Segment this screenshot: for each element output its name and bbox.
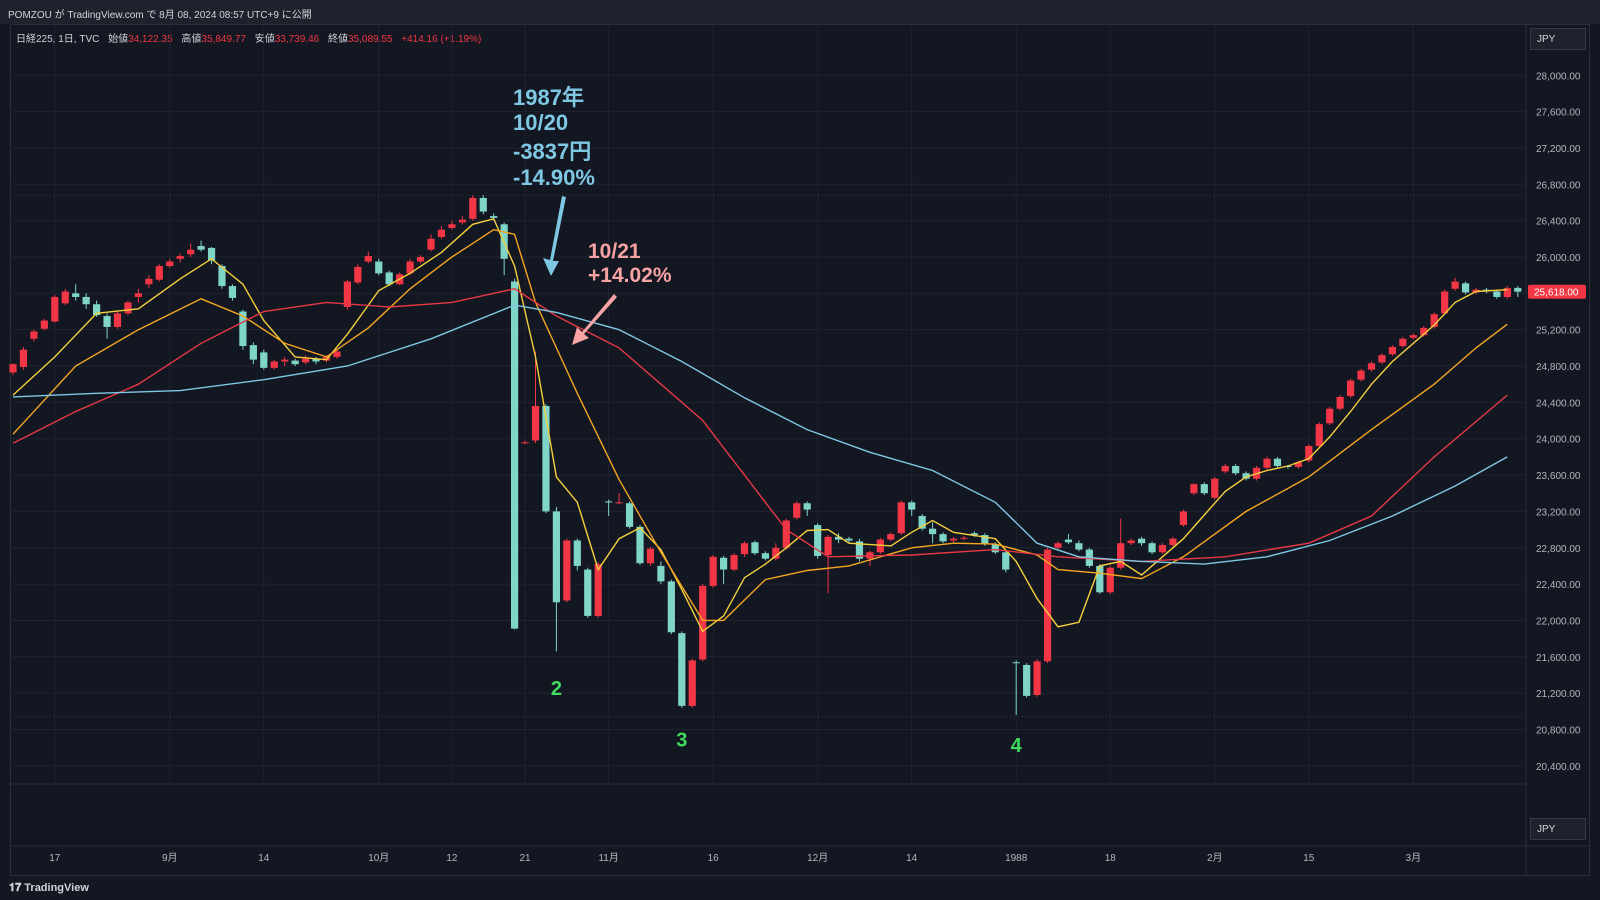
tradingview-logo-text: TradingView: [24, 882, 89, 894]
high-value: 35,849.77: [201, 34, 246, 45]
change-value: +414.16 (+1.19%): [401, 34, 482, 45]
close-label: 終値: [327, 34, 348, 45]
symbol-legend: 日経225, 1日, TVC 始値34,122.35 高値35,849.77 安…: [16, 30, 481, 45]
tradingview-logo[interactable]: 𝟏𝟕 TradingView: [9, 882, 89, 895]
low-value: 33,739.46: [274, 34, 320, 45]
low-label: 安値: [254, 34, 275, 45]
symbol-name[interactable]: 日経225, 1日, TVC: [16, 34, 100, 45]
open-label: 始値: [108, 34, 129, 45]
high-label: 高値: [181, 34, 202, 45]
open-value: 34,122.35: [128, 34, 173, 45]
close-value: 35,089.55: [347, 34, 393, 45]
chart-frame: [10, 24, 1590, 876]
footer: 𝟏𝟕 TradingView: [0, 876, 1600, 900]
currency-button-bottom[interactable]: JPY: [1530, 818, 1586, 840]
publish-line: POMZOU が TradingView.com で 8月 08, 2024 0…: [8, 10, 312, 21]
tradingview-logo-icon: 𝟏𝟕: [9, 882, 22, 894]
publish-bar: POMZOU が TradingView.com で 8月 08, 2024 0…: [0, 0, 1600, 24]
currency-button-top[interactable]: JPY: [1530, 28, 1586, 50]
